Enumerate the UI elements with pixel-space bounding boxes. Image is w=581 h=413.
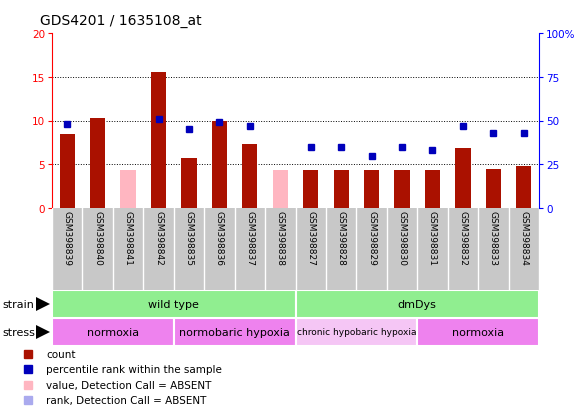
Polygon shape (36, 325, 50, 339)
Text: stress: stress (2, 327, 35, 337)
Bar (486, 169, 501, 209)
Bar (242, 145, 257, 209)
Text: GSM398835: GSM398835 (185, 211, 193, 266)
Text: GSM398838: GSM398838 (276, 211, 285, 266)
Bar (90, 119, 105, 209)
Bar (296, 318, 417, 346)
Text: normoxia: normoxia (452, 327, 504, 337)
Text: GSM398836: GSM398836 (215, 211, 224, 266)
Text: rank, Detection Call = ABSENT: rank, Detection Call = ABSENT (46, 395, 207, 405)
Bar (272, 170, 288, 209)
Bar (456, 148, 471, 209)
Bar (52, 290, 296, 318)
Bar (303, 171, 318, 209)
Bar (417, 318, 539, 346)
Bar (174, 318, 296, 346)
Bar (212, 122, 227, 209)
Polygon shape (36, 297, 50, 311)
Text: percentile rank within the sample: percentile rank within the sample (46, 364, 222, 374)
Text: normobaric hypoxia: normobaric hypoxia (179, 327, 290, 337)
Bar (52, 318, 174, 346)
Text: strain: strain (2, 299, 34, 309)
Text: value, Detection Call = ABSENT: value, Detection Call = ABSENT (46, 380, 211, 390)
Text: GSM398837: GSM398837 (245, 211, 254, 266)
Text: GSM398842: GSM398842 (154, 211, 163, 266)
Text: chronic hypobaric hypoxia: chronic hypobaric hypoxia (297, 328, 416, 337)
Text: normoxia: normoxia (87, 327, 139, 337)
Text: GSM398830: GSM398830 (397, 211, 407, 266)
Text: GSM398834: GSM398834 (519, 211, 528, 266)
Bar (60, 134, 75, 209)
Bar (120, 170, 136, 209)
Bar (151, 73, 166, 209)
Text: GSM398829: GSM398829 (367, 211, 376, 266)
Bar (425, 171, 440, 209)
Text: GSM398840: GSM398840 (93, 211, 102, 266)
Text: GSM398832: GSM398832 (458, 211, 467, 266)
Bar (364, 171, 379, 209)
Bar (394, 171, 410, 209)
Text: GSM398839: GSM398839 (63, 211, 71, 266)
Bar (181, 159, 196, 209)
Text: dmDys: dmDys (398, 299, 437, 309)
Bar (516, 166, 532, 209)
Text: GSM398828: GSM398828 (336, 211, 346, 266)
Text: GSM398841: GSM398841 (124, 211, 132, 266)
Text: GSM398833: GSM398833 (489, 211, 498, 266)
Text: GSM398831: GSM398831 (428, 211, 437, 266)
Text: GDS4201 / 1635108_at: GDS4201 / 1635108_at (41, 14, 202, 28)
Bar (333, 171, 349, 209)
Text: count: count (46, 349, 76, 359)
Text: GSM398827: GSM398827 (306, 211, 315, 266)
Bar (296, 290, 539, 318)
Text: wild type: wild type (148, 299, 199, 309)
